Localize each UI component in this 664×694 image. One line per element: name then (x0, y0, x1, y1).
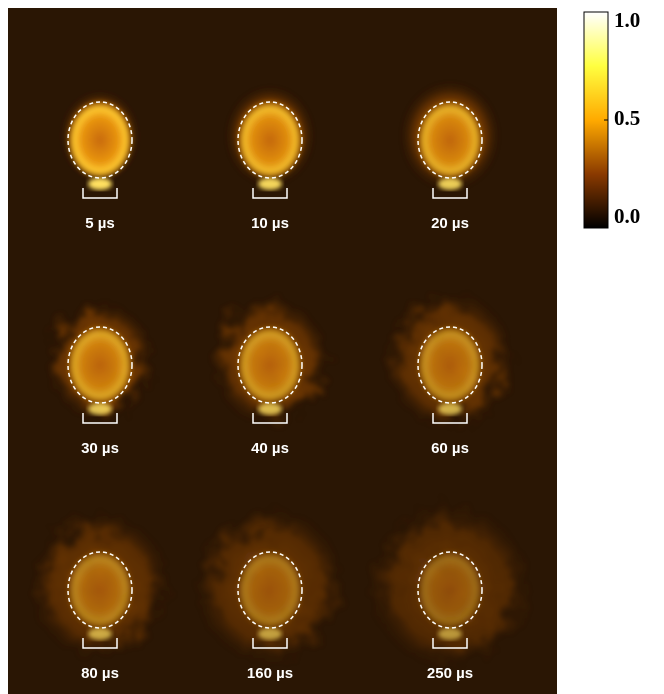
plasma (237, 100, 303, 180)
electrode-glow (88, 628, 112, 640)
plasma (417, 550, 483, 630)
plasma (237, 325, 303, 405)
plasma (417, 100, 483, 180)
panel-label: 160 µs (247, 665, 293, 682)
colorbar-label: 1.0 (614, 8, 640, 32)
plasma (67, 100, 133, 180)
electrode-glow (438, 403, 462, 415)
panel-label: 20 µs (431, 215, 469, 232)
figure: 5 µs 10 µs 20 µs 30 µs 40 µs 60 µs 80 µs 160 µs… (0, 0, 664, 694)
electrode-glow (258, 403, 282, 415)
panel-label: 60 µs (431, 440, 469, 457)
colorbar-label: 0.5 (614, 106, 640, 130)
colorbar-label: 0.0 (614, 204, 640, 228)
electrode-glow (258, 178, 282, 190)
panel-label: 5 µs (85, 215, 115, 232)
electrode-glow (438, 628, 462, 640)
panel-label: 40 µs (251, 440, 289, 457)
electrode-glow (438, 178, 462, 190)
electrode-glow (88, 403, 112, 415)
plasma (237, 550, 303, 630)
panel-label: 30 µs (81, 440, 119, 457)
panel-label: 250 µs (427, 665, 473, 682)
plasma (67, 550, 133, 630)
panel-label: 80 µs (81, 665, 119, 682)
plasma (417, 325, 483, 405)
plasma (67, 325, 133, 405)
electrode-glow (88, 178, 112, 190)
electrode-glow (258, 628, 282, 640)
panel-label: 10 µs (251, 215, 289, 232)
